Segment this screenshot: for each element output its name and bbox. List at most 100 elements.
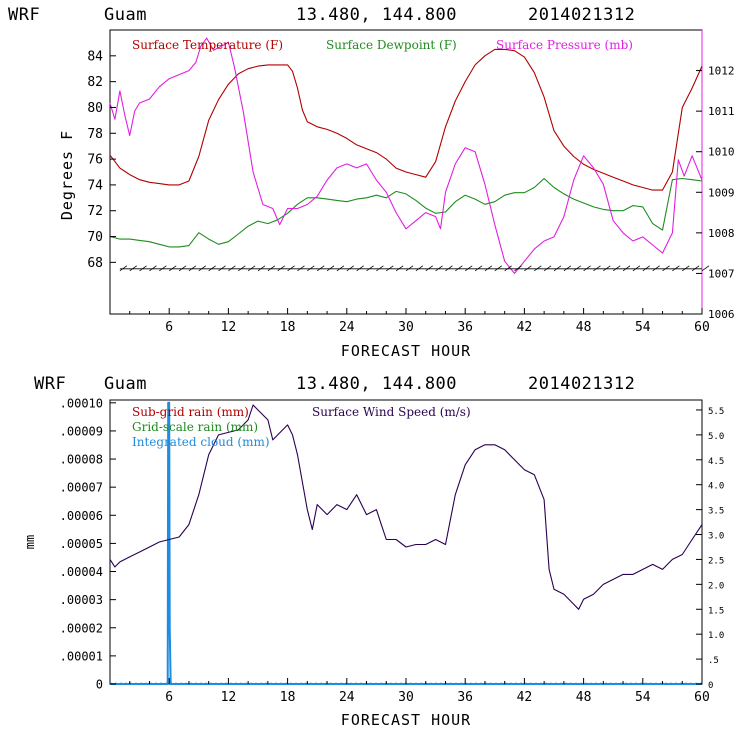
wind-barb: [514, 265, 522, 272]
wind-barb: [682, 265, 690, 272]
wind-barb: [178, 265, 187, 272]
y2-tick-label: 4.0: [708, 482, 724, 492]
wind-barb: [257, 265, 266, 272]
wind-barb: [563, 265, 572, 272]
y2-tick-label: 1009: [708, 186, 735, 199]
series-line-surface-wind-speed-m-s: [109, 404, 703, 610]
x-tick-label: 54: [635, 320, 651, 335]
y2-tick-label: 5.0: [708, 432, 724, 442]
y-tick-label: .00006: [60, 509, 103, 523]
y2-tick-label: 2.5: [708, 556, 724, 566]
wind-barb: [168, 265, 177, 272]
top-wind-barbs: [119, 265, 710, 272]
bottom-legend-gridscale-rain: Grid-scale rain (mm): [132, 420, 258, 434]
x-tick-label: 6: [165, 320, 173, 335]
bottom-x-axis-label: FORECAST HOUR: [341, 711, 471, 729]
y-tick-label: 82: [87, 75, 103, 90]
bottom-header-coords: 13.480, 144.800: [296, 374, 457, 394]
wind-barb: [701, 265, 710, 272]
y-tick-label: .00004: [60, 565, 103, 579]
x-tick-label: 24: [339, 320, 355, 335]
y2-tick-label: 4.5: [708, 457, 724, 467]
wind-barb: [149, 265, 157, 272]
wind-barb: [464, 265, 473, 272]
wind-barb: [652, 265, 660, 272]
wind-barb: [455, 265, 463, 272]
y2-tick-label: 1012: [708, 65, 735, 78]
top-legend-dewpoint: Surface Dewpoint (F): [326, 38, 457, 52]
wind-barb: [662, 265, 670, 272]
series-line-surface-temperature-f: [109, 48, 703, 191]
bottom-header-run: 2014021312: [528, 374, 635, 394]
y-tick-label: 68: [87, 256, 103, 271]
y2-tick-label: 3.0: [708, 532, 724, 542]
wind-barb: [366, 265, 374, 272]
wind-barb: [484, 265, 493, 272]
wind-barb: [218, 265, 226, 272]
y-tick-label: 72: [87, 204, 103, 219]
wind-barb: [208, 265, 216, 272]
x-tick-label: 30: [398, 690, 414, 705]
wind-barb: [583, 265, 591, 272]
y-tick-label: 80: [87, 101, 103, 116]
x-tick-label: 6: [165, 690, 173, 705]
y-tick-label: .00002: [60, 621, 103, 635]
bottom-header-location: Guam: [104, 374, 147, 394]
y-tick-label: 0: [96, 678, 103, 692]
wind-barb: [415, 265, 424, 272]
y-tick-label: .00009: [60, 424, 103, 438]
bottom-legend-wind-speed: Surface Wind Speed (m/s): [312, 405, 471, 419]
y2-tick-label: 0: [708, 681, 713, 691]
x-tick-label: 12: [221, 320, 237, 335]
wind-barb: [622, 265, 631, 272]
y-tick-label: 76: [87, 153, 103, 168]
wind-barb: [534, 265, 542, 272]
wind-barb: [494, 265, 503, 272]
y-tick-label: 70: [87, 230, 103, 245]
wind-barb: [642, 265, 651, 272]
wind-barb: [316, 265, 325, 272]
top-axis-ticks: 6 12 18 24 30 36 42 48 54 60 68 70 72 74 76 78 80 82 84 100…: [87, 49, 734, 335]
wind-barb: [356, 265, 364, 272]
y-tick-label: .00003: [60, 593, 103, 607]
y-tick-label: .00008: [60, 453, 103, 467]
y-tick-label: 78: [87, 127, 103, 142]
bottom-legend-integrated-cloud: Integrated cloud (mm): [132, 435, 270, 449]
y2-tick-label: 1.5: [708, 606, 724, 616]
series-line-surface-pressure-mb: [109, 37, 703, 274]
wind-barb: [336, 265, 345, 272]
top-header-location: Guam: [104, 5, 147, 25]
wind-barb: [129, 265, 137, 272]
wind-barb: [435, 265, 443, 272]
top-panel: WRF Guam 13.480, 144.800 2014021312 6 12 1…: [8, 5, 735, 360]
y-tick-label: .00001: [60, 649, 103, 663]
x-tick-label: 30: [398, 320, 414, 335]
x-tick-label: 48: [576, 690, 592, 705]
wind-barb: [376, 265, 384, 272]
x-tick-label: 18: [280, 690, 296, 705]
wind-barb: [386, 265, 394, 272]
y2-tick-label: 1011: [708, 105, 735, 118]
top-x-axis-label: FORECAST HOUR: [341, 342, 471, 360]
wind-barb: [277, 265, 285, 272]
y-tick-label: .00010: [60, 396, 103, 410]
x-tick-label: 42: [517, 690, 533, 705]
wind-barb: [445, 265, 453, 272]
y2-tick-label: 2.0: [708, 581, 724, 591]
wind-barb: [593, 265, 601, 272]
x-tick-label: 48: [576, 320, 592, 335]
y-tick-label: 74: [87, 178, 103, 193]
wind-barb: [238, 265, 246, 272]
bottom-header-model: WRF: [34, 374, 66, 394]
x-tick-label: 54: [635, 690, 651, 705]
wind-barb: [139, 265, 147, 272]
wind-barb: [287, 265, 295, 272]
x-tick-label: 18: [280, 320, 296, 335]
wind-barb: [474, 265, 483, 272]
wind-barb: [297, 265, 305, 272]
wind-barb: [395, 265, 404, 272]
wind-barb: [425, 265, 433, 272]
wind-barb: [247, 265, 256, 272]
wind-barb: [504, 265, 512, 272]
